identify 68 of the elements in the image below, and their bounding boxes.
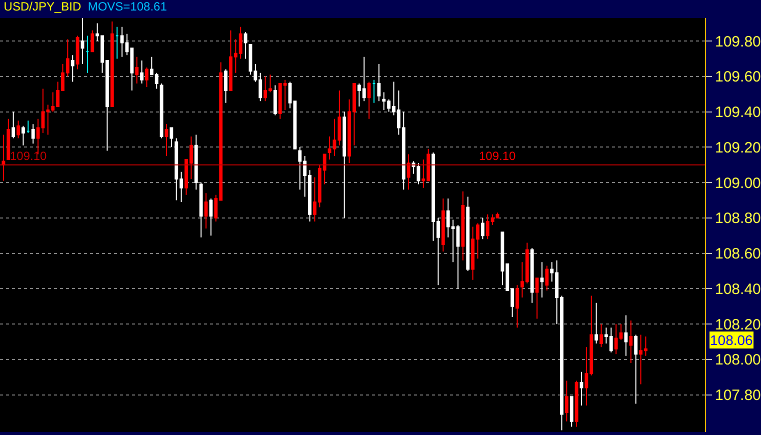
candlestick [160,82,164,139]
candlestick [12,111,16,139]
candlestick [372,79,376,104]
candlestick [120,26,124,58]
candlestick [194,134,198,190]
candlestick [76,35,80,70]
candlestick [224,68,228,104]
candlestick [564,380,568,422]
chart-subtitle: MOVS=108.61 [88,0,168,14]
y-tick-label: 107.80 [715,387,761,404]
y-tick-label: 108.20 [715,316,761,334]
y-tick-label: 109.80 [715,33,761,50]
candlestick [70,54,74,82]
candlestick [377,64,381,102]
candlestick [204,192,208,230]
candlestick [600,324,603,348]
candlestick [406,154,410,190]
y-tick-label: 108.60 [715,246,761,263]
candlestick [145,67,148,88]
candlestick [199,182,203,238]
y-tick-label: 108.00 [715,352,761,369]
candlestick [629,320,633,364]
candlestick [90,30,94,52]
y-tick-label: 108.40 [715,280,761,298]
candlestick [461,190,465,261]
y-tick-label: 109.60 [715,68,761,86]
y-tick-label: 109.20 [715,139,761,156]
y-tick-label: 109.40 [715,104,761,122]
candlestick [328,136,332,160]
candlestick [273,84,277,116]
candlestick [540,262,544,298]
candlestick [367,81,371,120]
candlestick [634,334,638,404]
y-tick-label: 108.80 [715,210,761,228]
candlestick [16,120,20,139]
candlestick [22,125,25,146]
candlestick [574,380,578,428]
candlestick [535,278,539,320]
y-tick-label: 109.00 [715,174,761,192]
candlestick [624,314,628,356]
chart-title: USD/JPY_BID [4,0,82,14]
candlestick [545,265,549,291]
candlestick [86,35,90,74]
candlestick [594,302,598,344]
candlestick [80,18,84,64]
candlestick [140,60,144,84]
ref-line-label: 109.10 [10,149,48,163]
candlestick [209,198,213,236]
candlestick [31,124,35,144]
candlestick [6,118,10,160]
candlestick [516,284,519,328]
text: 108.06 [710,332,754,348]
candlestick [135,56,139,84]
candlestick [2,134,6,182]
candlestick [580,371,584,406]
candlestick [170,127,174,148]
annotation: 109.10 [479,149,516,163]
candlestick [480,217,484,240]
candlestick [115,26,119,60]
candlestick [164,124,168,156]
candlestick [244,32,248,60]
candlestick [110,21,114,107]
candlestick [26,120,30,134]
candlestick [530,248,534,304]
candlestick [342,111,346,218]
candlestick [441,198,445,252]
candlestick [466,196,470,272]
candlestick [570,396,574,428]
